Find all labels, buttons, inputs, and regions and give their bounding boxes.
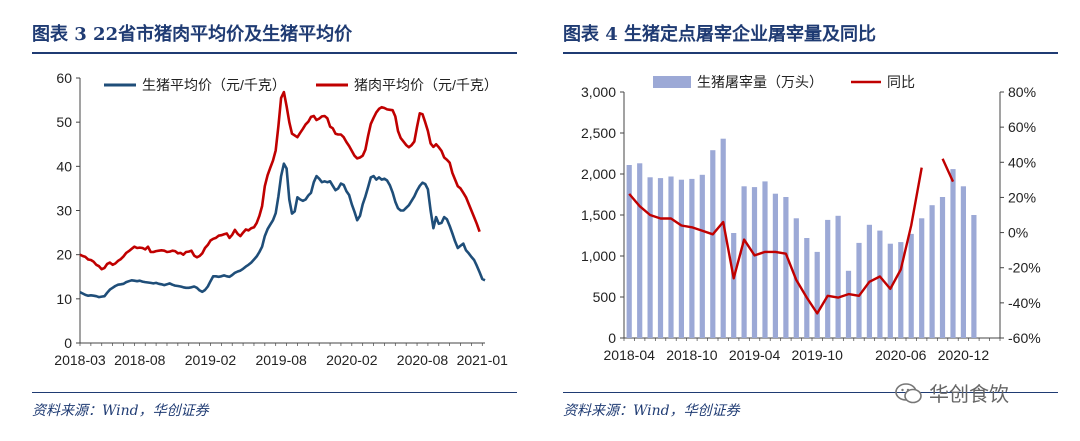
legend-label: 生猪平均价（元/千克） [142,77,286,93]
x-tick-label: 2018-03 [54,352,106,368]
x-tick-label: 2018-10 [666,347,718,363]
left-y-tick-label: 1,500 [581,207,616,223]
bar [825,219,831,338]
right-source-rule [563,392,1058,393]
y-tick-label: 40 [56,158,72,174]
x-tick-label: 2019-02 [185,352,237,368]
x-tick-label: 2020-08 [397,352,449,368]
bar [751,187,758,338]
bar [762,181,768,338]
x-tick-label: 2019-10 [792,347,844,363]
x-tick-label: 2019-08 [255,352,307,368]
bar [929,205,935,338]
yoy-line [628,158,955,315]
x-tick-label: 2020-02 [326,352,378,368]
series-line-1 [79,162,486,299]
right-bar-line-chart: 0 500 1,000 1,500 2,000 2,500 3,000 -60% -40% -20… [581,74,1041,363]
legend-label-line: 同比 [887,74,915,90]
left-y-tick-label: 2,500 [581,125,616,141]
left-line-chart: 0 10 20 30 40 50 60 2018-03 2018-08 2019-02 2019-0… [54,70,509,368]
bar [845,270,852,338]
left-y-tick-label: 2,000 [581,166,616,182]
bar [710,150,716,338]
bar [835,215,841,338]
right-chart-title: 图表 4 生猪定点屠宰企业屠宰量及同比 [563,24,877,45]
bar [919,218,925,338]
bar [699,174,705,338]
bar [647,177,653,338]
left-y-tick-label: 3,000 [581,84,616,100]
right-source-note: 资料来源：Wind，华创证券 [563,403,740,419]
wechat-icon [895,382,922,403]
bar [950,169,956,338]
bar [804,238,810,338]
bar [772,193,778,338]
right-y-tick-label: 40% [1008,154,1036,170]
bar [877,230,883,338]
x-tick-label: 2021-01 [457,352,509,368]
right-y-tick-label: -60% [1008,330,1041,346]
x-tick-label: 2019-04 [729,347,781,363]
bar [626,165,632,338]
x-tick-label: 2018-04 [604,347,656,363]
bar [741,186,747,338]
bar [898,242,904,338]
bar [678,179,684,338]
left-source-note: 资料来源：Wind，华创证券 [32,403,209,419]
x-tick-label: 2020-12 [938,347,990,363]
y-tick-label: 20 [56,247,72,263]
series-line-2 [79,90,481,271]
bar [814,251,820,338]
legend-swatch-bars [653,76,691,88]
bar [856,242,862,338]
x-tick-label: 2020-06 [875,347,927,363]
bar [971,215,977,338]
left-source-rule [32,392,517,393]
bar [731,233,737,338]
right-y-tick-label: -40% [1008,295,1041,311]
bar [720,138,726,338]
bar [887,243,893,338]
watermark: 华创食饮 [895,378,1009,407]
right-y-tick-label: -20% [1008,260,1041,276]
left-y-tick-label: 1,000 [581,248,616,264]
y-tick-label: 60 [56,70,72,86]
bar [657,178,664,338]
bar [689,178,695,338]
legend-label-bars: 生猪屠宰量（万头） [697,74,823,90]
bar [960,186,966,338]
right-y-tick-label: 0% [1008,225,1028,241]
legend-label: 猪肉平均价（元/千克） [354,77,498,93]
left-y-tick-label: 0 [608,330,616,346]
right-y-tick-label: 60% [1008,119,1036,135]
bar [637,163,643,338]
bar [939,197,946,338]
y-tick-label: 30 [56,203,72,219]
right-y-tick-label: 80% [1008,84,1036,100]
right-title-rule [563,52,1058,54]
bar [783,197,789,338]
bar [668,176,674,338]
left-chart-title: 图表 3 22省市猪肉平均价及生猪平均价 [32,24,353,45]
y-tick-label: 0 [64,335,72,351]
bar [908,233,914,338]
watermark-text: 华创食饮 [929,382,1009,406]
y-tick-label: 10 [56,291,72,307]
x-tick-label: 2018-08 [114,352,166,368]
left-y-tick-label: 500 [593,289,617,305]
y-tick-label: 50 [56,114,72,130]
left-title-rule [32,52,517,54]
right-y-tick-label: 20% [1008,189,1036,205]
